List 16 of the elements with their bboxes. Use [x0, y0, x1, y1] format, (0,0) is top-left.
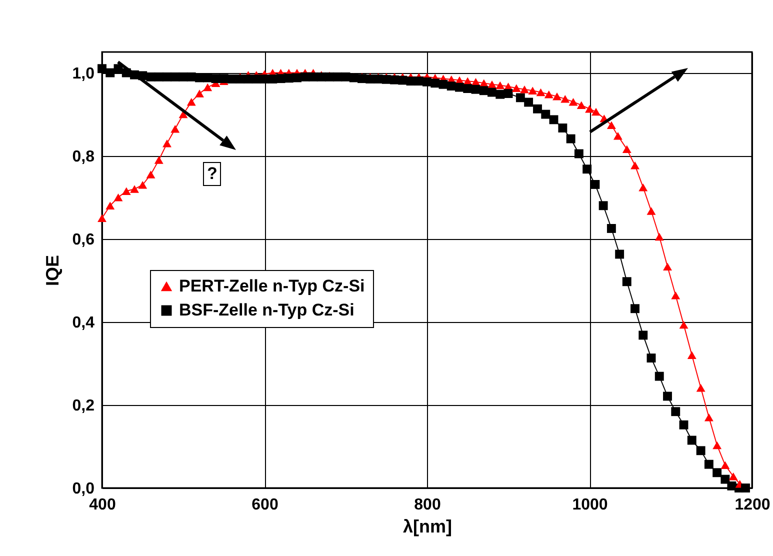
legend-label: PERT-Zelle n-Typ Cz-Si: [179, 276, 365, 296]
legend-label: BSF-Zelle n-Typ Cz-Si: [179, 300, 354, 320]
x-tick-label: 800: [414, 496, 441, 514]
x-tick-label: 600: [252, 496, 278, 514]
y-tick-label: 1,0: [72, 65, 95, 82]
y-tick-label: 0,0: [72, 480, 95, 498]
annotation: ?: [203, 162, 222, 186]
y-axis-title: IQE: [42, 254, 62, 286]
y-tick-label: 0,4: [72, 314, 95, 332]
y-tick-label: 0,6: [72, 231, 95, 248]
x-tick-label: 1200: [734, 496, 770, 514]
x-tick-label: 400: [89, 496, 116, 514]
y-tick-label: 0,8: [72, 148, 95, 166]
y-tick-label: 0,2: [72, 397, 95, 414]
x-axis-title: λ[nm]: [403, 516, 452, 536]
x-tick-label: 1000: [572, 496, 608, 514]
